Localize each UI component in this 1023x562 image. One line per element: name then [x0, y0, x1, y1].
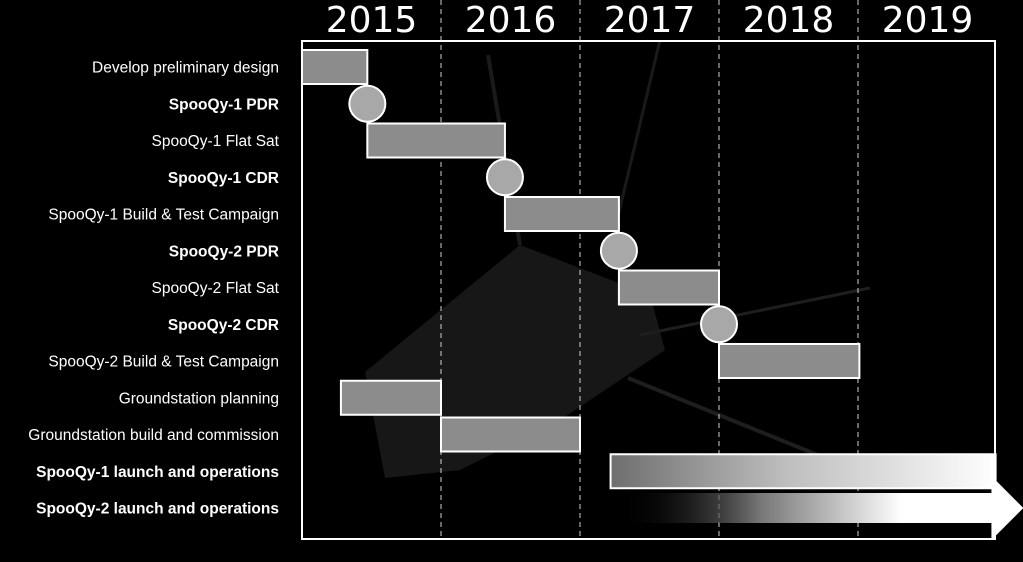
task-label: SpooQy-2 launch and operations: [36, 501, 279, 518]
milestone-marker: [599, 231, 638, 270]
task-bar: [503, 196, 620, 232]
task-label: SpooQy-1 PDR: [169, 96, 279, 113]
task-label: SpooQy-1 CDR: [168, 170, 279, 187]
task-label: SpooQy-2 PDR: [169, 243, 279, 260]
task-label: SpooQy-1 Flat Sat: [151, 133, 279, 150]
task-labels: Develop preliminary design SpooQy-1 PDR Sp…: [28, 60, 279, 518]
year-tick-label: 2017: [604, 0, 696, 41]
milestone-marker: [700, 305, 738, 344]
task-bar: [301, 49, 369, 85]
chart-frame: [301, 40, 996, 540]
task-bar: [366, 122, 506, 159]
task-bar: [718, 343, 861, 379]
task-label: Groundstation planning: [119, 390, 279, 407]
task-label: SpooQy-2 CDR: [168, 317, 279, 334]
year-tick-label: 2015: [326, 0, 418, 41]
task-marks: [301, 49, 1023, 540]
task-label: SpooQy-1 Build & Test Campaign: [48, 207, 279, 224]
task-label: SpooQy-2 Build & Test Campaign: [48, 354, 279, 371]
year-tick-label: 2018: [743, 0, 835, 41]
milestone-marker: [485, 158, 524, 197]
task-label: Groundstation build and commission: [28, 427, 279, 444]
task-label: Develop preliminary design: [92, 60, 279, 77]
task-bar: [440, 416, 581, 453]
task-label: SpooQy-2 Flat Sat: [151, 280, 279, 297]
year-tick-label: 2019: [882, 0, 974, 41]
task-bar: [339, 379, 443, 416]
task-label: SpooQy-1 launch and operations: [36, 464, 279, 481]
task-bar: [617, 269, 720, 306]
task-arrow: [618, 476, 1023, 540]
task-gradient-bar: [609, 453, 997, 490]
year-axis: 2015 2016 2017 2018 2019: [326, 0, 974, 41]
milestone-marker: [348, 84, 387, 123]
year-tick-label: 2016: [465, 0, 557, 41]
